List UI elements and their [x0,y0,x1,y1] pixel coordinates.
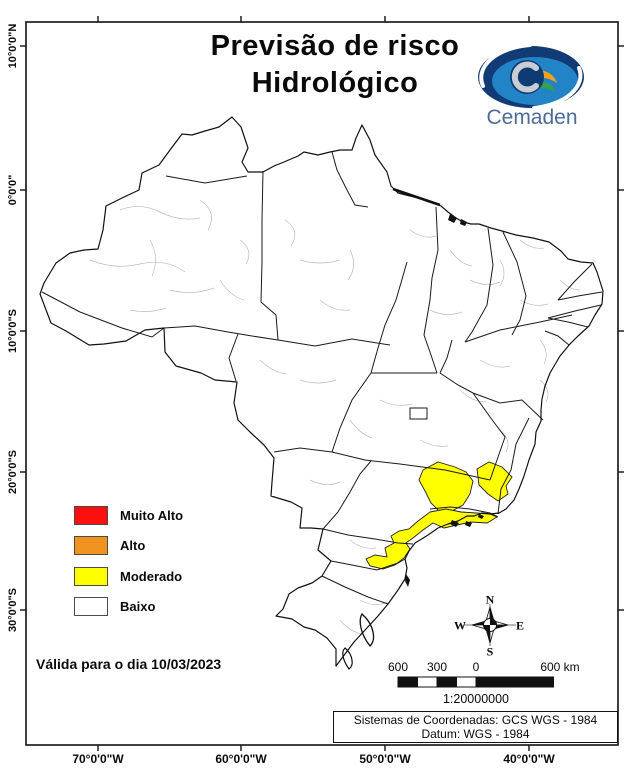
compass-rose-icon [464,604,516,646]
scale-bar [397,676,554,688]
lat-label-20s: 20°0'0"S [7,449,19,495]
compass-n-label: N [485,592,495,607]
lon-label-50w: 50°0'0"W [359,752,411,766]
legend-swatch-moderado [74,566,108,586]
risk-region-moderado [365,461,513,570]
page-title: Previsão de risco Hidrológico [120,28,550,102]
lat-label-10s: 10°0'0"S [7,308,19,354]
title-line-2: Hidrológico [251,67,419,99]
legend-swatch-alto [74,535,108,555]
legend-item-baixo: Baixo [74,596,294,616]
legend-label-baixo: Baixo [120,598,156,614]
legend-label-moderado: Moderado [120,568,183,584]
lat-label-30s: 30°0'0"S [7,587,19,633]
coastal-details [342,187,484,670]
lat-label-10n: 10°0'0"N [7,23,19,69]
scale-tick-0: 0 [472,660,480,674]
scale-tick-600-left: 600 [387,660,409,674]
legend-swatch-baixo [74,596,108,616]
lon-label-40w: 40°0'0"W [503,752,555,766]
federal-district-outline [409,407,428,420]
lat-label-0: 0°0'0" [7,174,19,206]
datum-line: Datum: WGS - 1984 [421,727,530,741]
brand-name: Cemaden [486,106,578,129]
compass-e-label: E [515,618,525,633]
legend-item-moderado: Moderado [74,566,294,586]
legend-label-alto: Alto [120,537,146,553]
legend-item-muito-alto: Muito Alto [74,505,294,525]
graticule-ticks [20,16,624,751]
lon-label-70w: 70°0'0"W [72,752,124,766]
lon-label-60w: 60°0'0"W [215,752,267,766]
validity-date: Válida para o dia 10/03/2023 [36,656,222,672]
legend-swatch-muito-alto [74,505,108,525]
legend-label-muito-alto: Muito Alto [120,507,184,523]
compass-s-label: S [486,644,494,659]
coordinate-system-box: Sistemas de Coordenadas: GCS WGS - 1984 … [333,711,618,743]
state-boundaries [41,151,603,605]
title-line-1: Previsão de risco [210,30,460,62]
cemaden-logo-icon [478,43,584,110]
legend-item-alto: Alto [74,535,294,555]
scale-ratio: 1:20000000 [442,692,510,706]
municipal-boundaries [89,199,581,635]
coordinate-system-line: Sistemas de Coordenadas: GCS WGS - 1984 [353,713,598,727]
scale-tick-300: 300 [426,660,448,674]
scale-tick-600-km: 600 km [540,660,580,674]
compass-w-label: W [454,618,466,633]
map-frame [25,21,619,746]
brazil-outline [39,116,604,667]
